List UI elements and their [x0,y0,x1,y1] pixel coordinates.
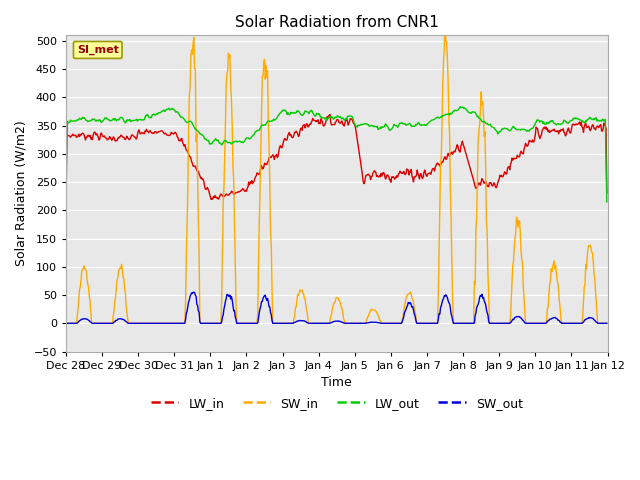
Title: Solar Radiation from CNR1: Solar Radiation from CNR1 [235,15,438,30]
Line: SW_out: SW_out [66,292,607,324]
X-axis label: Time: Time [321,376,352,389]
SW_out [419,321,426,326]
SW_in [182,254,190,260]
LW_in [326,112,334,118]
LW_out [603,199,611,205]
LW_in [404,167,412,172]
Line: SW_in: SW_in [66,5,607,324]
LW_in [212,194,220,200]
SW_out [72,321,79,326]
SW_in [72,321,79,326]
LW_in [72,132,79,138]
Line: LW_in: LW_in [66,115,607,200]
SW_out [127,321,135,326]
SW_out [182,311,190,316]
LW_in [419,174,427,180]
LW_in [207,197,215,203]
LW_out [402,122,410,128]
LW_out [182,119,190,125]
LW_in [62,194,70,200]
SW_in [62,321,70,326]
LW_in [182,147,190,153]
SW_out [603,321,611,326]
SW_in [127,321,135,326]
SW_out [212,321,220,326]
SW_out [62,321,70,326]
LW_out [72,118,79,124]
Y-axis label: Solar Radiation (W/m2): Solar Radiation (W/m2) [15,120,28,266]
Line: LW_out: LW_out [66,107,607,202]
LW_out [418,122,426,128]
LW_out [127,118,135,124]
LW_out [211,137,219,143]
SW_out [403,304,410,310]
Text: SI_met: SI_met [77,45,118,55]
LW_in [603,190,611,196]
Legend: LW_in, SW_in, LW_out, SW_out: LW_in, SW_in, LW_out, SW_out [146,392,528,415]
LW_in [127,133,135,139]
SW_out [189,289,197,295]
SW_in [402,296,410,301]
SW_in [418,321,426,326]
LW_out [456,104,464,109]
LW_out [62,198,70,204]
SW_in [211,321,219,326]
SW_in [603,321,611,326]
SW_in [441,2,449,8]
